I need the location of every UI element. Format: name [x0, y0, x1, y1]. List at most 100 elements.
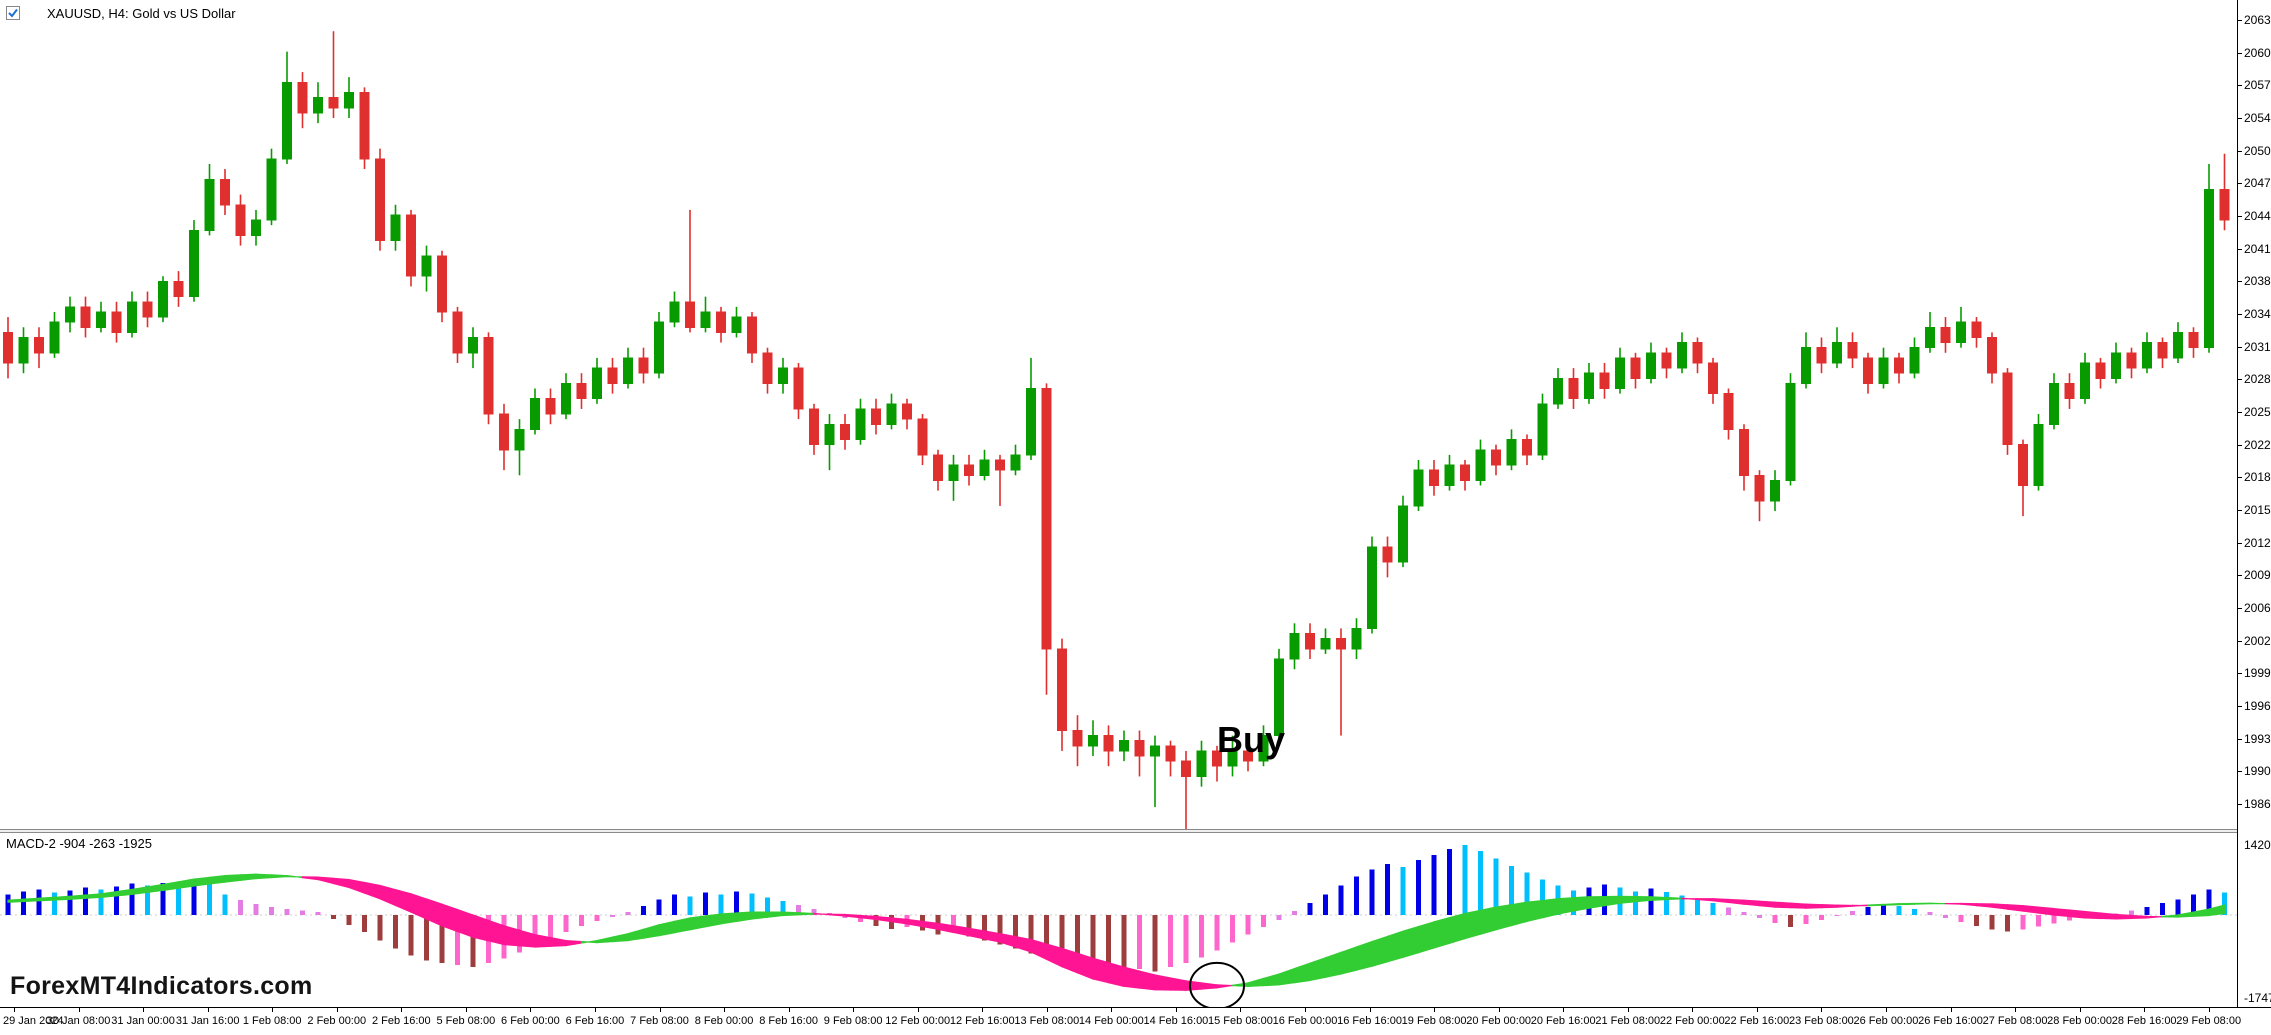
bull-candle [251, 219, 261, 236]
macd-bar [1540, 879, 1545, 915]
macd-bar [780, 901, 786, 915]
bear-candle [1692, 342, 1703, 364]
ribbon-bear-segment [2068, 909, 2086, 919]
ribbon-bull-segment [766, 911, 784, 918]
price-axis-label: 1999.60 [2244, 666, 2271, 681]
macd-bar [1819, 915, 1824, 920]
time-axis-label: 6 Feb 00:00 [501, 1015, 560, 1027]
ribbon-bull-segment [22, 897, 40, 903]
bull-candle [1537, 403, 1548, 456]
ribbon-bull-segment [1448, 912, 1466, 945]
price-axis-tick [2238, 183, 2242, 185]
macd-bar [1943, 915, 1948, 918]
macd-bar [656, 899, 662, 915]
ribbon-bull-segment [239, 873, 257, 881]
time-axis-tick [2144, 1008, 2146, 1012]
bear-candle [111, 311, 122, 333]
macd-chart-svg[interactable] [0, 832, 2237, 1007]
price-axis-label: 2009.20 [2244, 568, 2271, 583]
buy-annotation[interactable]: Buy [1217, 719, 1286, 761]
bull-candle [654, 321, 664, 374]
macd-bar [1152, 915, 1158, 972]
bear-candle [1630, 357, 1641, 379]
ribbon-bull-segment [1433, 916, 1451, 949]
price-chart-svg[interactable] [0, 0, 2237, 829]
time-axis-label: 22 Feb 00:00 [1659, 1015, 1725, 1027]
bull-candle [2204, 188, 2214, 349]
macd-bar [1013, 915, 1018, 949]
time-axis-label: 2 Feb 16:00 [371, 1015, 431, 1027]
bull-candle [1010, 454, 1021, 471]
macd-bar [1974, 915, 1979, 926]
macd-bar [1865, 907, 1871, 915]
price-axis[interactable]: 1420 -1747 2063.60 2060.40 2057.20 2054.00 2… [2237, 0, 2271, 1007]
bear-candle [297, 81, 308, 114]
entry-circle-annotation[interactable] [1189, 961, 1245, 1007]
bull-candle [2049, 382, 2059, 425]
bull-candle [561, 382, 571, 415]
ribbon-bull-segment [177, 878, 195, 889]
bear-candle [437, 255, 447, 313]
bull-candle [1444, 464, 1455, 487]
price-axis-label: 2025.20 [2244, 405, 2271, 419]
ribbon-bull-segment [627, 928, 645, 942]
bear-candle [638, 357, 649, 374]
indicator-check-icon[interactable] [6, 5, 42, 21]
time-axis-tick [14, 1008, 15, 1012]
ribbon-bull-segment [1882, 903, 1900, 906]
macd-bar [1741, 912, 1747, 915]
bear-candle [747, 316, 757, 354]
bear-candle [793, 367, 804, 410]
ribbon-bear-segment [565, 939, 583, 947]
time-axis-tick [1756, 1008, 1758, 1012]
time-axis-tick [1369, 1008, 1371, 1012]
ribbon-bull-segment [1510, 901, 1528, 927]
ribbon-bear-segment [1944, 902, 1962, 905]
bull-candle [1553, 377, 1563, 405]
bear-candle [2219, 188, 2230, 221]
ribbon-bull-segment [1231, 982, 1249, 987]
bear-candle [964, 464, 974, 476]
bear-candle [545, 398, 556, 415]
bear-candle [607, 367, 618, 384]
ribbon-bull-segment [2208, 904, 2226, 917]
ribbon-bull-segment [1262, 973, 1280, 987]
bear-candle [220, 178, 230, 206]
macd-histogram-layer [5, 845, 2227, 973]
macd-bar [176, 884, 181, 915]
ribbon-bear-segment [999, 932, 1017, 948]
macd-bar [734, 891, 739, 915]
ribbon-bear-segment [1061, 947, 1079, 974]
time-axis-label: 29 Jan 2024 [3, 1015, 64, 1027]
time-axis-label: 20 Feb 00:00 [1466, 1015, 1532, 1027]
bull-candle [1646, 352, 1656, 379]
price-axis-label: 2012.40 [2244, 535, 2271, 550]
macd-bar [1478, 851, 1483, 915]
bear-candle [235, 204, 246, 236]
time-axis-tick [594, 1008, 596, 1012]
ribbon-bear-segment [348, 878, 366, 894]
bull-candle [1909, 347, 1920, 374]
price-axis-label: 2044.40 [2244, 209, 2271, 223]
time-axis-label: 16 Feb 00:00 [1272, 1015, 1338, 1027]
time-axis-label: 20 Feb 16:00 [1530, 1015, 1596, 1027]
bear-candle [1460, 464, 1470, 481]
bear-candle [1134, 740, 1145, 757]
ribbon-bull-segment [751, 911, 769, 920]
macd-bar [238, 900, 243, 915]
time-axis[interactable]: 29 Jan 2024 30 Jan 08:00 31 Jan 00:00 31 Ja… [0, 1007, 2271, 1035]
bull-candle [18, 336, 29, 364]
price-axis-tick [2238, 346, 2242, 348]
panel-splitter[interactable] [0, 829, 2271, 833]
bull-candle [948, 464, 959, 481]
bull-candle [1832, 342, 1842, 364]
ribbon-bear-segment [1014, 935, 1032, 953]
macd-bar [455, 915, 460, 966]
bear-candle [685, 301, 695, 328]
bear-candle [1382, 546, 1393, 563]
macd-bar [796, 905, 801, 915]
bull-candle [1785, 382, 1796, 481]
time-axis-tick [1175, 1008, 1177, 1012]
bear-candle [1305, 633, 1315, 650]
macd-bar [408, 915, 414, 956]
